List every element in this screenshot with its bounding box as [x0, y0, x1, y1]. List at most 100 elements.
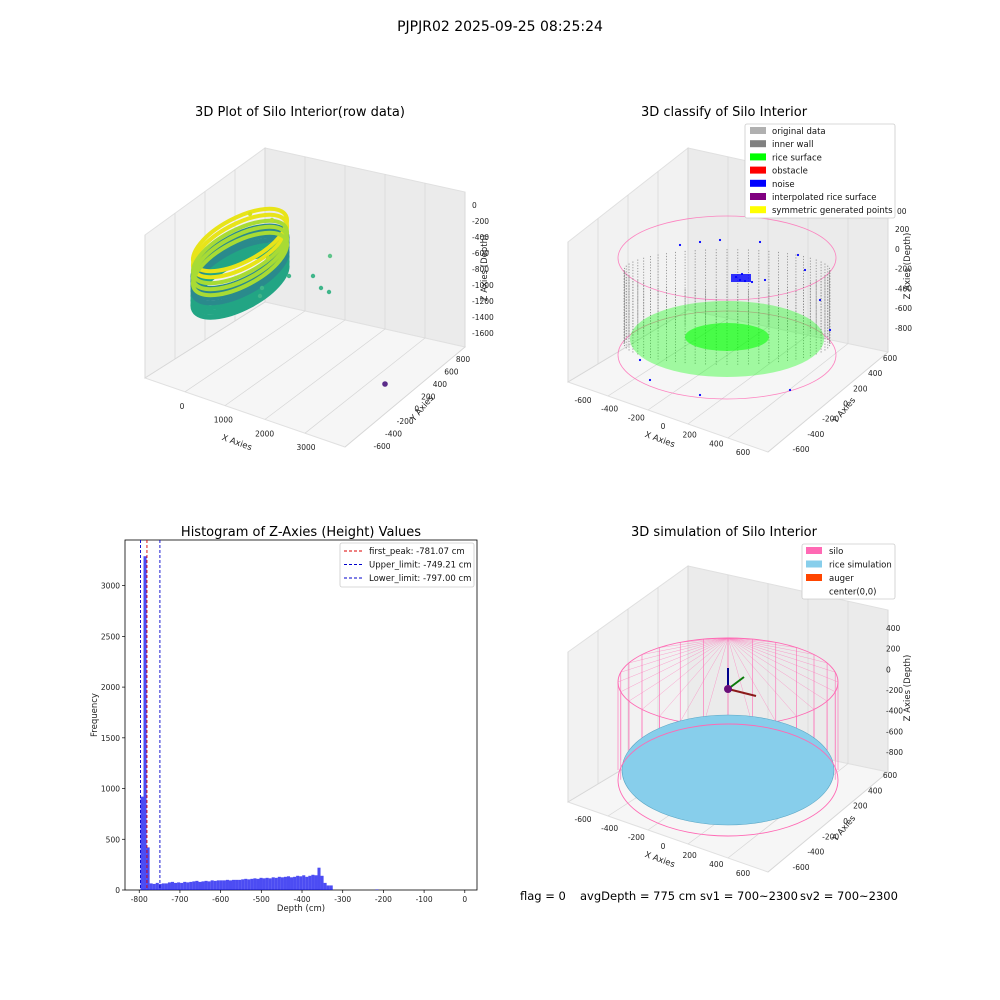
classify-3d-title: 3D classify of Silo Interior [641, 105, 808, 120]
cls-xtick-1: -400 [601, 405, 618, 414]
sim-silo-roof-26 [727, 637, 828, 664]
cls-ztick-5: -800 [895, 324, 912, 333]
cls-noise-8 [718, 238, 722, 242]
raw-outlier-1 [310, 273, 316, 279]
sim-ytick-6: 600 [883, 771, 898, 780]
figure-suptitle: PJPJR02 2025-09-25 08:25:24 [397, 19, 603, 35]
histogram-ytick-1: 500 [106, 835, 121, 844]
cls-xtick-4: 200 [683, 431, 698, 440]
cls-noise-4 [763, 278, 767, 282]
simulation-3d-xlabel: X Axies [643, 850, 676, 870]
histogram-bar-46 [280, 877, 284, 890]
cls-ytick-3: 0 [843, 400, 848, 409]
raw-ztick-3: -600 [472, 249, 489, 258]
raw-3d-point-cloud [190, 206, 388, 387]
raw-3d-grid [144, 148, 466, 448]
sim-legend-label-0: silo [829, 547, 843, 557]
cls-ztick-3: -400 [895, 284, 912, 293]
raw-ytick-2: -200 [397, 417, 414, 426]
cls-ytick-4: 200 [853, 384, 868, 393]
histogram-bar-32 [238, 879, 242, 890]
cls-legend-label-3: obstacle [772, 167, 808, 177]
raw-ytick-0: -600 [373, 442, 390, 451]
histogram-vlines [140, 540, 161, 890]
sim-silo-roof-18 [659, 637, 729, 648]
cls-legend-swatch-0 [750, 127, 766, 134]
sim-silo-roof-10 [659, 637, 729, 717]
cls-legend-swatch-6 [750, 206, 766, 214]
raw-grid-floor-2 [224, 319, 346, 406]
simulation-3d-x-ticks: -600 -400 -200 0 200 400 600 [574, 815, 750, 878]
histogram-bar-8 [164, 883, 168, 890]
sim-ztick-1: 200 [886, 645, 901, 654]
histogram-bar-26 [219, 880, 223, 890]
cls-noise-10 [796, 253, 800, 257]
histogram-bar-38 [256, 878, 260, 890]
sim-center-marker [724, 685, 732, 693]
raw-outlier-4 [286, 273, 292, 279]
histogram-xtick-1: -700 [171, 895, 188, 904]
histogram-bar-27 [222, 880, 226, 890]
raw-outlier-6 [259, 285, 265, 291]
cls-noise-11 [803, 268, 807, 272]
raw-ztick-6: -1200 [472, 297, 494, 306]
status-flag: flag = 0 [520, 889, 566, 903]
raw-ztick-4: -800 [472, 265, 489, 274]
simulation-3d-z-ticks: 400 200 0 -200 -400 -600 -800 [886, 624, 903, 757]
cls-ztick-0: 200 [895, 225, 910, 234]
sim-xtick-5: 400 [709, 860, 724, 869]
histogram-bar-51 [296, 875, 300, 890]
sim-silo-roof-24 [727, 637, 797, 648]
histogram-legend-label-0: first_peak: -781.07 cm [369, 547, 465, 557]
histogram-bar-42 [268, 878, 272, 890]
histogram-xlabel: Depth (cm) [277, 904, 325, 914]
histogram-bar-37 [253, 878, 257, 890]
raw-xtick-2: 2000 [255, 429, 274, 438]
cls-xtick-0: -600 [574, 396, 591, 405]
cls-noise-16 [648, 378, 652, 382]
cls-xtick-5: 400 [709, 439, 724, 448]
histogram-bar-56 [311, 874, 315, 890]
sim-xtick-6: 600 [736, 869, 751, 878]
histogram-bar-9 [167, 882, 171, 890]
cls-grid-floor-0 [567, 309, 689, 383]
sim-silo-roof-8 [703, 637, 729, 725]
histogram-ylabel: Frequency [90, 693, 100, 737]
cls-noise-cluster [731, 274, 751, 282]
histogram-bar-54 [305, 876, 309, 890]
histogram-frame [124, 539, 478, 891]
histogram-bar-23 [210, 880, 214, 890]
cls-legend-label-2: rice surface [772, 153, 822, 163]
histogram-bar-58 [317, 867, 321, 890]
cls-noise-5 [750, 280, 754, 284]
raw-ytick-5: 400 [433, 380, 448, 389]
sim-silo-roof-13 [620, 637, 729, 693]
raw-ztick-0: 0 [472, 201, 477, 210]
sim-ytick-5: 400 [868, 786, 883, 795]
cls-legend-label-6: symmetric generated points [772, 206, 893, 216]
histogram-bar-33 [241, 879, 245, 890]
sim-silo-roof-4 [727, 637, 797, 717]
sim-grid-floor-5 [767, 771, 889, 873]
histogram-bar-14 [183, 881, 187, 890]
histogram-bar-53 [302, 875, 306, 890]
sim-ztick-5: -600 [886, 727, 903, 736]
sim-silo-roof-16 [628, 637, 729, 664]
sim-silo-roof-1 [727, 637, 836, 693]
sim-silo-roof-2 [727, 637, 828, 702]
cls-ztick-1: 0 [895, 245, 900, 254]
histogram-bar-15 [186, 882, 190, 890]
raw-grid-floor-5 [344, 346, 466, 448]
cls-legend-label-1: inner wall [772, 140, 813, 150]
sim-ytick-4: 200 [853, 802, 868, 811]
histogram-xtick-3: -500 [253, 895, 270, 904]
sim-xtick-2: -200 [628, 833, 645, 842]
sim-ztick-2: 0 [886, 665, 891, 674]
histogram-bar-77 [375, 889, 379, 890]
histogram-bar-34 [244, 878, 248, 890]
raw-3d-xlabel: X Axies [220, 433, 253, 453]
raw-ztick-7: -1400 [472, 313, 494, 322]
sim-silo-roof-9 [680, 637, 729, 722]
sim-silo-bottom [617, 723, 839, 837]
